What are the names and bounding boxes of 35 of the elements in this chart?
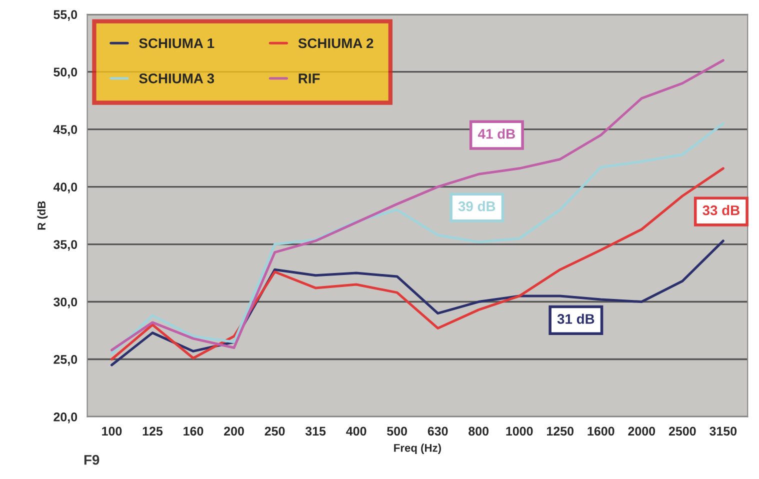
x-axis-title: Freq (Hz)	[394, 444, 441, 454]
text: F9	[84, 454, 100, 465]
x-tick-label: 1000	[506, 426, 533, 436]
y-axis-title: R (dB	[37, 201, 48, 230]
y-tick-label: 45,0	[53, 125, 78, 136]
x-tick-label: 1250	[547, 426, 574, 436]
x-tick-label: 315	[305, 426, 326, 436]
legend-label: SCHIUMA 1	[139, 38, 214, 48]
legend-label: SCHIUMA 2	[298, 38, 374, 48]
y-tick-label: 50,0	[54, 68, 78, 78]
x-tick-label: 500	[387, 426, 407, 436]
x-tick-label: 1600	[588, 426, 614, 436]
annotation: 41 dB	[478, 128, 515, 139]
y-tick-label: 20,0	[54, 412, 78, 424]
legend-label: SCHIUMA 3	[139, 74, 214, 84]
y-tick-label: 25,0	[54, 355, 78, 366]
legend-label: RIF	[298, 74, 320, 84]
x-tick-label: 400	[346, 426, 366, 436]
x-tick-label: 3150	[710, 426, 737, 436]
y-tick-label: 35,0	[54, 240, 78, 251]
x-tick-label: 2000	[628, 426, 656, 436]
y-tick-label: 30,0	[54, 298, 78, 308]
annotation: 31 dB	[557, 314, 594, 324]
x-tick-label: 200	[224, 426, 244, 436]
y-tick-label: 40,0	[53, 182, 78, 194]
x-tick-label: 630	[428, 426, 448, 436]
x-tick-label: 2500	[668, 426, 696, 436]
annotation: 39 dB	[458, 201, 496, 212]
annotation: 33 dB	[702, 205, 740, 216]
x-tick-label: 160	[184, 426, 204, 436]
y-tick-label: 55,0	[54, 10, 78, 21]
x-tick-label: 800	[468, 426, 489, 436]
x-tick-label: 250	[264, 426, 285, 436]
x-tick-label: 100	[102, 426, 122, 436]
x-tick-label: 125	[142, 426, 163, 436]
